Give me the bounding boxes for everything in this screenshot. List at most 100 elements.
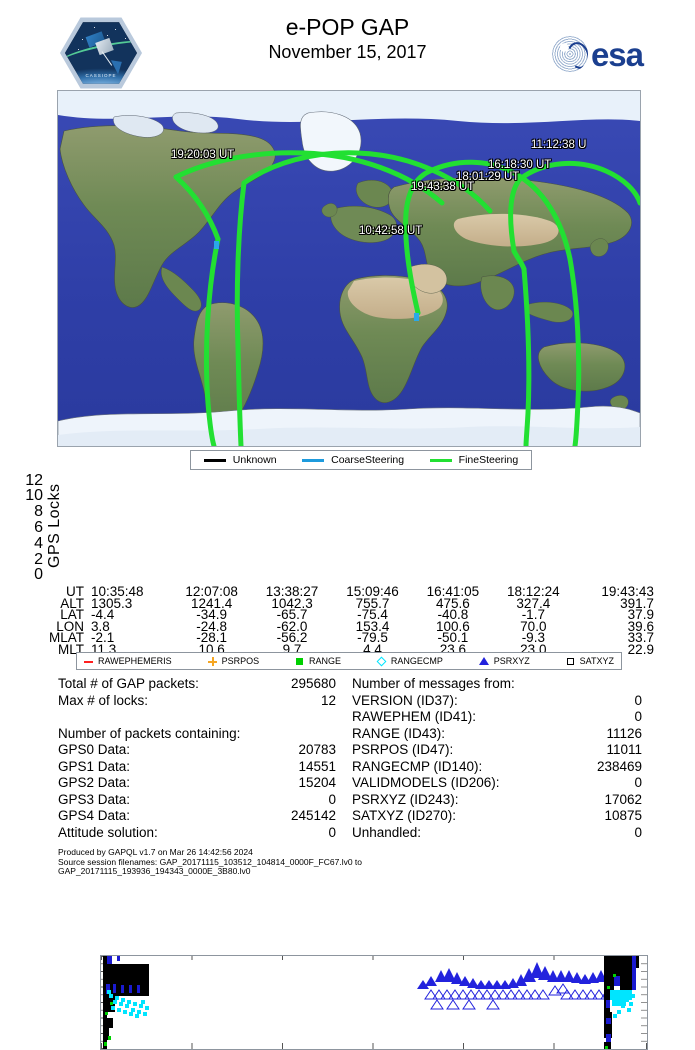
- stat-gps0: GPS0 Data: 20783: [58, 742, 336, 759]
- page-header: CASSIOPE e-POP GAP November 15, 2017 esa: [0, 0, 695, 89]
- table-cell: 1305.3: [91, 595, 133, 611]
- table-cell: 37.9: [627, 607, 654, 622]
- footer-provenance: Produced by GAPQL v1.7 on Mar 26 14:42:5…: [58, 847, 658, 877]
- table-cell: 13:38:27: [265, 584, 319, 599]
- table-cell: 475.6: [436, 595, 470, 611]
- dash-icon: [84, 657, 93, 666]
- stat-rangecmp: RANGECMP (ID140): 238469: [352, 759, 642, 776]
- table-cell: 15:09:46: [346, 584, 399, 599]
- table-cell: 100.6: [436, 618, 470, 634]
- stat-label: Max # of locks:: [58, 692, 149, 708]
- table-cell: -2.1: [91, 630, 115, 645]
- legend-item-coarsesteering: CoarseSteering: [302, 454, 404, 466]
- stat-range: RANGE (ID43): 11126: [352, 726, 642, 743]
- table-cell: 10:35:48: [91, 584, 144, 599]
- stat-gps1: GPS1 Data: 14551: [58, 759, 336, 776]
- table-cell: 153.4: [355, 618, 390, 634]
- stat-label: GPS2 Data:: [58, 775, 131, 790]
- stat-label: GPS1 Data:: [58, 758, 131, 774]
- table-cell: 391.7: [620, 595, 654, 611]
- stat-value: 10875: [604, 808, 642, 823]
- table-cell: 39.6: [627, 618, 654, 634]
- start-marker: [214, 241, 219, 249]
- stat-value: 11011: [606, 742, 642, 757]
- footer-source-line-2: GAP_20171115_193936_194343_0000E_3B80.lv…: [58, 866, 251, 876]
- right-data-cluster: [604, 956, 639, 1049]
- left-data-cluster: [103, 956, 149, 1049]
- table-cell: -34.9: [196, 607, 228, 622]
- message-type-legend: RAWEPHEMERIS PSRPOS RANGE RANGECMP PSRXY…: [76, 652, 622, 670]
- stat-gps4: GPS4 Data: 245142: [58, 808, 336, 825]
- table-cell: 755.7: [355, 595, 390, 611]
- table-cell: -1.7: [521, 607, 545, 622]
- stat-value: 12: [320, 692, 336, 708]
- plus-icon: [207, 656, 217, 666]
- legend-label: FineSteering: [458, 454, 519, 466]
- stat-value: 238469: [596, 758, 642, 774]
- legend-item-range: RANGE: [295, 656, 341, 666]
- y-tick-label: 12: [25, 472, 43, 489]
- square-filled-icon: [295, 657, 303, 665]
- page-subtitle-date: November 15, 2017: [268, 42, 427, 62]
- stat-rawephem: RAWEPHEM (ID41): 0: [352, 709, 642, 726]
- table-cell: -4.4: [91, 607, 115, 622]
- table-cell: -24.8: [196, 618, 228, 634]
- stat-value: 0: [328, 824, 336, 840]
- stat-total-packets: Total # of GAP packets: 295680: [58, 676, 336, 693]
- y-tick-label: 10: [25, 487, 43, 504]
- stat-label: VERSION (ID37):: [352, 692, 458, 708]
- table-cell: -56.2: [276, 630, 308, 645]
- line-swatch-icon: [429, 458, 452, 462]
- stat-value: 0: [634, 709, 642, 724]
- legend-label: SATXYZ: [579, 656, 614, 666]
- stat-value: 20783: [298, 742, 336, 757]
- chart-plot-area: [100, 955, 648, 1050]
- middle-data-cluster: [417, 962, 631, 989]
- globe-icon: [551, 36, 588, 72]
- stat-value: 0: [634, 692, 642, 708]
- map-canvas: [58, 91, 640, 446]
- y-tick-label: 4: [34, 535, 43, 552]
- table-cell: 12:07:08: [185, 584, 238, 599]
- esa-logo: esa: [551, 33, 644, 75]
- legend-label: RANGECMP: [390, 656, 443, 666]
- legend-item-rangecmp: RANGECMP: [376, 656, 443, 666]
- stat-version: VERSION (ID37): 0: [352, 693, 642, 710]
- stat-gps2: GPS2 Data: 15204: [58, 775, 336, 792]
- row-label: ALT: [60, 595, 84, 611]
- stat-gps3: GPS3 Data: 0: [58, 792, 336, 809]
- table-cell: 19:43:43: [601, 584, 654, 599]
- table-cell: -75.4: [357, 607, 388, 622]
- table-row-ut: UT 10:35:48 12:07:08 13:38:27 15:09:46 1…: [44, 584, 654, 599]
- stat-label: RANGE (ID43):: [352, 725, 446, 741]
- mission-patch-label: CASSIOPE: [85, 73, 117, 78]
- table-cell: -9.3: [521, 630, 545, 645]
- legend-item-psrxyz: PSRXYZ: [478, 656, 530, 666]
- table-cell: -50.1: [437, 630, 469, 645]
- row-label: MLAT: [48, 630, 84, 645]
- esa-wordmark: esa: [590, 35, 644, 73]
- middle-data-cluster-open: [424, 983, 614, 1010]
- message-statistics-column: Number of messages from: VERSION (ID37):…: [352, 676, 642, 841]
- stat-label: Total # of GAP packets:: [58, 676, 199, 691]
- stat-value: 11126: [606, 725, 642, 741]
- stat-value: 295680: [290, 676, 336, 691]
- line-swatch-icon: [203, 458, 226, 462]
- statistics-section: Total # of GAP packets: 295680 Max # of …: [0, 676, 695, 841]
- table-cell: -28.1: [196, 630, 228, 645]
- stat-label: RAWEPHEM (ID41):: [352, 709, 477, 724]
- legend-label: CoarseSteering: [331, 454, 405, 466]
- y-tick-label: 8: [34, 503, 43, 520]
- stat-validmodels: VALIDMODELS (ID206): 0: [352, 775, 642, 792]
- legend-item-psrpos: PSRPOS: [207, 656, 259, 666]
- stat-label: RANGECMP (ID140):: [352, 758, 483, 774]
- table-row-lon: LON 3.8 -24.8 -62.0 153.4 100.6 70.0 39.…: [44, 618, 654, 634]
- stat-label: Attitude solution:: [58, 824, 158, 840]
- world-map-panel: 19:20:03 UT 11:12:38 U 16:18:30 UT 18:01…: [57, 90, 641, 447]
- table-cell: -40.8: [437, 607, 469, 622]
- legend-label: Unknown: [232, 454, 277, 466]
- table-cell: 1042.3: [271, 595, 313, 611]
- legend-label: RAWEPHEMERIS: [98, 656, 172, 666]
- table-cell: 16:41:05: [426, 584, 480, 599]
- stat-value: 0: [634, 775, 642, 790]
